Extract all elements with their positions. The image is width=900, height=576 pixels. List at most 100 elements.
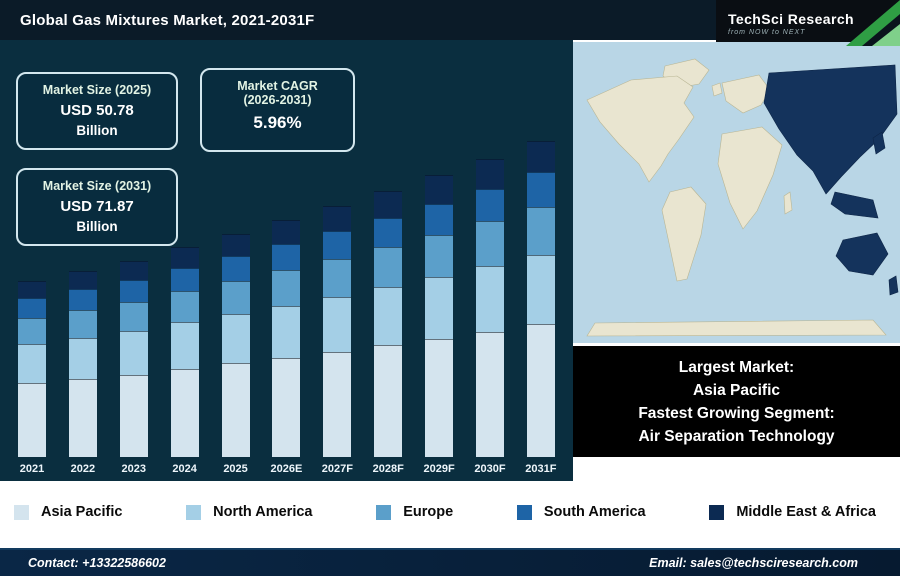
bar-segment-north-america xyxy=(323,296,352,352)
bar-segment-europe xyxy=(170,290,199,323)
bar-group: 2022 xyxy=(59,270,107,475)
info-box-value: 5.96% xyxy=(253,113,302,132)
footer-bar: Contact: +13322586602 Email: sales@techs… xyxy=(0,548,900,576)
continent-africa xyxy=(717,126,783,230)
logo-brand: TechSci Research xyxy=(728,10,854,27)
bar-segment-asia-pacific xyxy=(425,338,454,457)
bar-segment-middle-east-africa xyxy=(272,220,301,245)
info-box-unit: Billion xyxy=(76,219,118,234)
caption-fastest-segment-label: Fastest Growing Segment: xyxy=(638,405,835,422)
continent-north-america xyxy=(586,75,695,183)
bar-stack xyxy=(170,246,199,457)
bar-stack xyxy=(526,140,555,457)
bar-segment-asia-pacific xyxy=(476,331,505,457)
bar-segment-north-america xyxy=(425,276,454,339)
bar-segment-europe xyxy=(18,317,46,345)
bar-segment-south-america xyxy=(476,188,505,222)
bar-segment-north-america xyxy=(68,337,97,379)
logo-text: TechSci Research from NOW to NEXT xyxy=(728,11,854,36)
footer-email: Email: sales@techsciresearch.com xyxy=(649,556,858,570)
bar-segment-south-america xyxy=(425,203,454,235)
x-axis-label: 2023 xyxy=(121,463,147,475)
logo-tagline: from NOW to NEXT xyxy=(728,28,806,36)
bar-segment-middle-east-africa xyxy=(323,206,352,232)
bar-segment-asia-pacific xyxy=(68,378,97,457)
bar-segment-north-america xyxy=(374,286,403,346)
techsci-logo: TechSci Research from NOW to NEXT xyxy=(716,0,900,46)
bar-segment-asia-pacific xyxy=(323,351,352,457)
info-box-title: Market Size (2025) xyxy=(42,83,152,97)
x-axis-label: 2025 xyxy=(223,463,248,475)
region-australia-highlighted xyxy=(835,232,889,276)
legend-swatch xyxy=(14,504,29,520)
bar-group: 2026E xyxy=(262,220,310,475)
legend-item: South America xyxy=(516,504,646,520)
bar-segment-north-america xyxy=(170,322,199,369)
bar-segment-south-america xyxy=(526,172,555,208)
bar-segment-middle-east-africa xyxy=(68,270,97,290)
bar-segment-middle-east-africa xyxy=(425,175,454,204)
bar-segment-asia-pacific xyxy=(18,382,46,457)
bar-stack xyxy=(425,175,454,457)
bar-segment-south-america xyxy=(221,255,250,281)
legend-swatch xyxy=(516,504,532,520)
legend-label: South America xyxy=(543,504,646,520)
bar-segment-asia-pacific xyxy=(170,368,199,457)
bar-segment-middle-east-africa xyxy=(476,158,505,189)
legend-label: Asia Pacific xyxy=(41,504,123,520)
legend-swatch xyxy=(709,504,725,520)
market-size-2031-box: Market Size (2031) USD 71.87 Billion xyxy=(16,168,178,246)
legend-swatch xyxy=(376,504,392,520)
x-axis-label: 2031F xyxy=(525,463,557,475)
bar-stack xyxy=(476,158,505,457)
bar-group: 2027F xyxy=(313,206,361,475)
caption-largest-market-label: Largest Market: xyxy=(678,359,795,376)
bar-stack xyxy=(68,270,97,457)
bar-stack xyxy=(221,233,250,457)
bar-segment-europe xyxy=(323,258,352,297)
bar-segment-middle-east-africa xyxy=(221,233,250,256)
caption-fastest-segment-value: Air Separation Technology xyxy=(638,428,835,445)
info-box-title: Market CAGR xyxy=(237,79,318,93)
bar-segment-south-america xyxy=(68,289,97,310)
bar-segment-north-america xyxy=(119,331,148,375)
market-cagr-box: Market CAGR (2026-2031) 5.96% xyxy=(200,68,355,152)
legend-item: North America xyxy=(186,504,313,520)
caption-largest-market-value: Asia Pacific xyxy=(692,382,781,399)
bar-segment-europe xyxy=(476,221,505,267)
map-caption: Largest Market: Asia Pacific Fastest Gro… xyxy=(573,346,900,457)
bar-segment-middle-east-africa xyxy=(374,191,403,218)
x-axis-label: 2022 xyxy=(70,463,96,475)
bar-segment-south-america xyxy=(323,231,352,259)
island-new-zealand-highlighted xyxy=(888,275,899,296)
bar-stack xyxy=(374,191,403,457)
x-axis-label: 2026E xyxy=(270,463,303,475)
bar-segment-south-america xyxy=(119,280,148,303)
bar-segment-europe xyxy=(221,280,250,315)
bar-stack xyxy=(272,220,301,457)
info-box-title: (2026-2031) xyxy=(243,93,312,107)
bar-group: 2024 xyxy=(161,246,209,475)
island-uk xyxy=(711,82,723,97)
legend-swatch xyxy=(186,504,202,520)
bar-segment-europe xyxy=(119,302,148,332)
bar-stack xyxy=(323,206,352,457)
page-title: Global Gas Mixtures Market, 2021-2031F xyxy=(20,11,315,29)
bar-segment-north-america xyxy=(272,305,301,358)
info-box-value: USD 50.78 xyxy=(60,102,134,119)
bar-segment-europe xyxy=(425,234,454,277)
legend-item: Asia Pacific xyxy=(14,504,122,520)
x-axis-label: 2030F xyxy=(474,463,506,475)
bar-segment-asia-pacific xyxy=(374,345,403,457)
legend-label: North America xyxy=(213,504,313,520)
logo-arrow-icon xyxy=(846,0,900,46)
continent-europe xyxy=(721,74,771,114)
bar-segment-north-america xyxy=(221,314,250,364)
bar-group: 2023 xyxy=(110,260,158,475)
continent-antarctica xyxy=(586,319,887,337)
continent-south-america xyxy=(661,186,707,282)
x-axis-label: 2029F xyxy=(423,463,455,475)
world-map xyxy=(573,42,900,343)
bar-group: 2029F xyxy=(415,175,463,475)
bar-segment-middle-east-africa xyxy=(119,260,148,281)
